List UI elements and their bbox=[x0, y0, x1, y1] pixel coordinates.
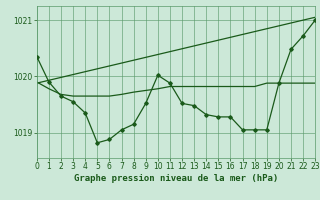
X-axis label: Graphe pression niveau de la mer (hPa): Graphe pression niveau de la mer (hPa) bbox=[74, 174, 278, 183]
